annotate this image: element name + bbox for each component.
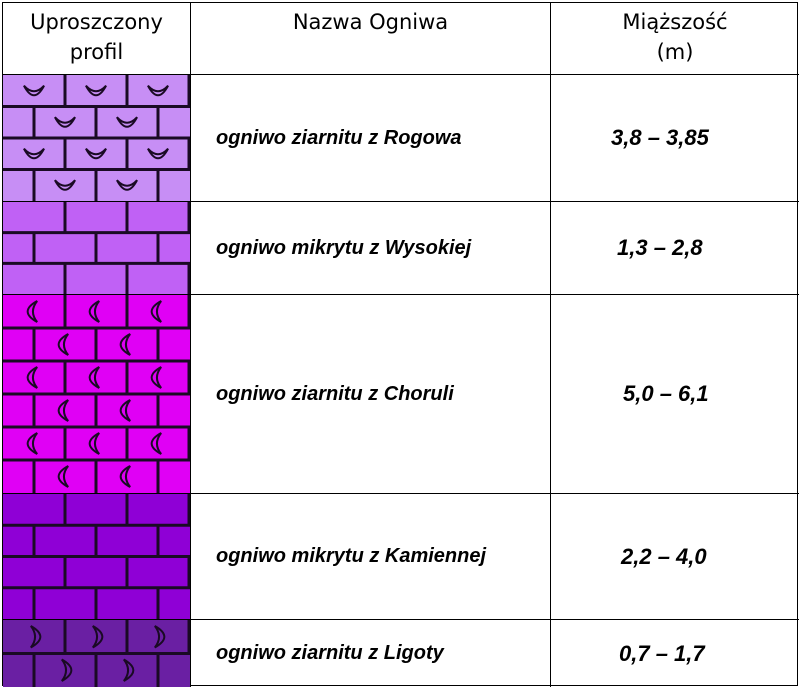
profile-rogowa — [3, 75, 191, 202]
unit-name-ligoty: ogniwo ziarnitu z Ligoty — [191, 620, 551, 687]
profile-choruli-pattern — [3, 295, 190, 493]
fossil-symbol — [57, 399, 69, 422]
profile-wysokiej-pattern — [3, 202, 190, 294]
fossil-symbol — [85, 148, 107, 160]
fossil-symbol — [150, 432, 162, 455]
unit-name-kamiennej: ogniwo mikrytu z Kamiennej — [191, 494, 551, 620]
fossil-symbol — [119, 465, 131, 488]
fossil-symbol — [30, 625, 42, 649]
thickness-wysokiej: 1,3 – 2,8 — [551, 202, 799, 295]
fossil-symbol — [116, 116, 138, 128]
fossil-symbol — [88, 300, 100, 323]
unit-name-rogowa: ogniwo ziarnitu z Rogowa — [191, 75, 551, 202]
fossil-symbol — [26, 366, 38, 389]
fossil-symbol — [150, 366, 162, 389]
profile-kamiennej — [3, 494, 191, 620]
fossil-symbol — [26, 432, 38, 455]
fossil-symbol — [26, 300, 38, 323]
thickness-kamiennej: 2,2 – 4,0 — [551, 494, 799, 620]
fossil-symbol — [54, 179, 76, 191]
fossil-symbol — [57, 333, 69, 356]
unit-name-wysokiej: ogniwo mikrytu z Wysokiej — [191, 202, 551, 295]
header-thickness: Miąższość (m) — [551, 3, 799, 75]
profile-ligoty — [3, 620, 191, 687]
fossil-symbol — [92, 625, 104, 649]
profile-ligoty-pattern — [3, 620, 190, 687]
fossil-symbol — [150, 300, 162, 323]
fossil-symbol — [119, 399, 131, 422]
fossil-symbol — [154, 625, 166, 649]
profile-kamiennej-pattern — [3, 494, 190, 619]
fossil-symbol — [88, 366, 100, 389]
fossil-symbol — [23, 148, 45, 160]
fossil-symbol — [88, 432, 100, 455]
profile-choruli — [3, 295, 191, 494]
fossil-symbol — [147, 148, 169, 160]
fossil-symbol — [123, 658, 135, 682]
fossil-symbol — [147, 85, 169, 97]
unit-name-choruli: ogniwo ziarnitu z Choruli — [191, 295, 551, 494]
profile-wysokiej — [3, 202, 191, 295]
fossil-symbol — [119, 333, 131, 356]
fossil-symbol — [85, 85, 107, 97]
thickness-ligoty: 0,7 – 1,7 — [619, 640, 705, 666]
fossil-symbol — [61, 658, 73, 682]
profile-rogowa-pattern — [3, 75, 190, 201]
thickness-rogowa: 3,8 – 3,85 — [551, 75, 799, 202]
fossil-symbol — [23, 85, 45, 97]
header-profile: Uproszczony profil — [3, 3, 191, 75]
fossil-symbol — [54, 116, 76, 128]
header-name: Nazwa Ogniwa — [191, 3, 551, 75]
fossil-symbol — [116, 179, 138, 191]
fossil-symbol — [57, 465, 69, 488]
thickness-choruli: 5,0 – 6,1 — [551, 295, 799, 494]
